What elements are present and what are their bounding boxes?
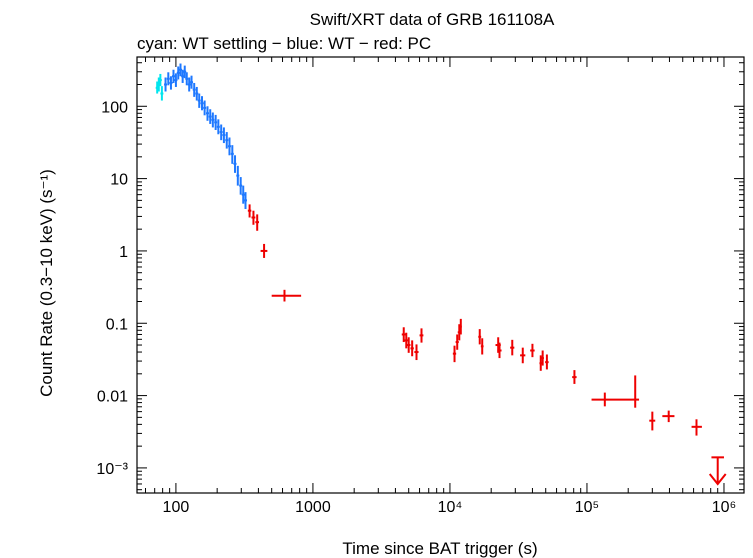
data-point (230, 145, 234, 164)
data-point (219, 124, 223, 141)
data-point (174, 73, 178, 87)
upper-limit-arrow (708, 473, 727, 486)
data-point (591, 392, 633, 407)
data-point (233, 155, 237, 173)
data-point (545, 354, 549, 370)
data-point (410, 340, 414, 357)
data-point (241, 185, 245, 204)
data-point (649, 411, 656, 431)
plot-frame (136, 56, 745, 494)
data-point (404, 332, 409, 349)
data-point (203, 100, 207, 116)
data-point (197, 93, 201, 108)
y-tick-label: 10 (110, 172, 128, 189)
data-point (195, 86, 199, 101)
data-point (452, 345, 457, 363)
data-point (455, 334, 459, 350)
data-point (211, 112, 215, 128)
data-point (185, 72, 189, 86)
y-tick-label: 0.1 (106, 316, 128, 333)
data-point (166, 72, 170, 86)
upper-limit (708, 456, 727, 486)
data-point (497, 342, 502, 359)
x-tick-label: 100 (163, 499, 190, 516)
data-point (478, 329, 482, 345)
data-point (214, 114, 218, 130)
chart-subtitle: cyan: WT settling − blue: WT − red: PC (137, 34, 431, 53)
data-point (251, 210, 256, 225)
data-point (190, 75, 194, 89)
data-point (227, 137, 231, 156)
data-point (183, 65, 187, 79)
data-point (169, 76, 173, 90)
data-point (160, 86, 164, 101)
data-point (419, 328, 424, 343)
data-point (414, 344, 419, 361)
axis-ticks (137, 57, 744, 493)
x-tick-label: 1000 (295, 499, 331, 516)
data-point (520, 347, 526, 364)
data-point (401, 327, 406, 343)
data-point (208, 109, 212, 124)
y-axis-label: Count Rate (0.3−10 keV) (s⁻¹) (37, 169, 56, 397)
y-tick-label: 0.01 (97, 389, 128, 406)
data-point (176, 66, 180, 80)
y-tick-label: 1 (119, 244, 128, 261)
data-point (222, 127, 226, 144)
data-point (406, 337, 411, 353)
x-tick-label: 10⁵ (575, 499, 599, 516)
y-tick-label: 100 (101, 99, 128, 116)
data-point (216, 119, 220, 135)
x-tick-label: 10⁴ (438, 499, 463, 516)
data-point (260, 243, 268, 258)
y-tick-label: 10⁻³ (96, 461, 128, 478)
data-point (181, 69, 185, 83)
data-point (255, 214, 259, 231)
data-point (632, 375, 640, 408)
data-point (225, 132, 229, 149)
data-point (239, 177, 243, 195)
data-point (662, 410, 675, 423)
data-point (459, 318, 462, 335)
data-point (572, 370, 577, 384)
data-point (200, 96, 204, 111)
data-point (205, 106, 209, 121)
x-tick-label: 10⁶ (712, 499, 736, 516)
data-point (247, 204, 252, 218)
tick-labels: 100 1000 10⁴ 10⁵ 10⁶ 100 10 1 0.1 0.01 10⁻³ (96, 99, 736, 516)
data-point (178, 63, 182, 77)
data-point (271, 289, 302, 302)
data-point (530, 343, 535, 358)
data-point (480, 338, 484, 355)
data-point (236, 165, 240, 186)
data-point (541, 350, 544, 366)
data-point (164, 77, 168, 92)
chart-title: Swift/XRT data of GRB 161108A (310, 10, 555, 29)
data-point (187, 77, 191, 92)
data-point (192, 82, 196, 97)
data-point (691, 419, 702, 436)
data-point (243, 192, 247, 209)
data-point (158, 73, 162, 87)
data-point (539, 355, 543, 371)
data-points (155, 63, 727, 486)
x-axis-label: Time since BAT trigger (s) (342, 539, 537, 558)
data-point (171, 69, 175, 83)
data-point (510, 339, 515, 356)
